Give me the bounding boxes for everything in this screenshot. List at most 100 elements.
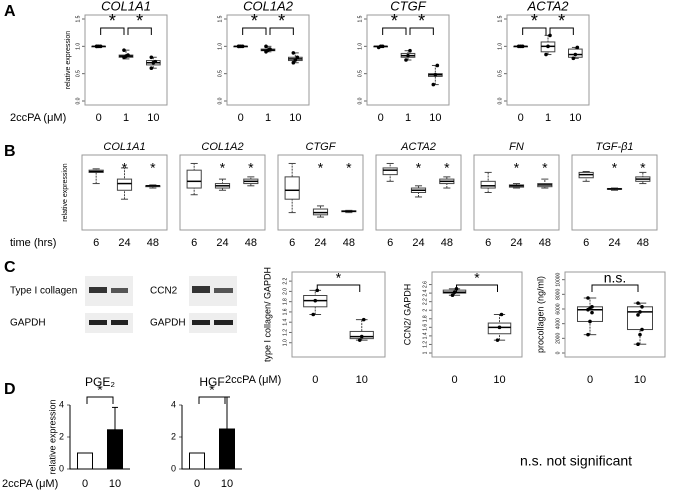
significance-label: * — [612, 160, 618, 176]
box — [116, 178, 133, 191]
y-tick-label: 1.0 — [75, 43, 81, 50]
y-axis-label: procollagen (ng/ml) — [535, 276, 545, 353]
y-tick-label: 2.0 — [282, 288, 288, 295]
significance-bracket — [549, 27, 574, 35]
y-axis-label: type I collagen/ GAPDH — [262, 267, 272, 362]
blot-band — [214, 320, 233, 325]
y-tick-label: 0.5 — [497, 70, 503, 77]
x-tick-label: 10 — [634, 374, 646, 386]
y-tick-label: 0.5 — [217, 70, 223, 77]
plot-frame — [473, 154, 560, 231]
significance-label: * — [122, 160, 128, 176]
y-tick-label: 10000 — [555, 272, 561, 286]
x-tick-label: 10 — [569, 112, 581, 124]
plot-frame — [84, 14, 168, 106]
significance-bracket — [86, 396, 114, 404]
x-tick-label: 0 — [96, 112, 102, 124]
blot-band — [214, 288, 233, 293]
significance-label: * — [248, 160, 254, 176]
significance-label: * — [336, 270, 342, 286]
y-tick-label: 1.5 — [357, 15, 363, 22]
x-tick-label: 0 — [238, 112, 244, 124]
blot-band — [192, 320, 210, 325]
y-tick-label: 1.5 — [497, 15, 503, 22]
point — [293, 58, 298, 62]
significance-bracket — [269, 27, 294, 35]
x-tick-label: 10 — [493, 374, 505, 386]
box — [480, 180, 496, 189]
significance-label: * — [418, 11, 425, 31]
x-tick-label: 1 — [545, 112, 551, 124]
x-tick-label: 0 — [587, 374, 593, 386]
x-tick-label: 6 — [387, 237, 393, 249]
panel-label: D — [4, 381, 16, 398]
plot-frame — [366, 14, 450, 106]
point — [311, 312, 316, 317]
y-tick-label: 1.8 — [422, 315, 428, 322]
y-axis-label: relative expression — [62, 163, 69, 221]
blot-label: CCN2 — [150, 286, 178, 297]
point — [636, 342, 640, 347]
x-tick-label: 1 — [405, 112, 411, 124]
y-tick-label: 0.0 — [497, 97, 503, 104]
significance-label: n.s. — [604, 270, 627, 286]
y-tick-label: 2 — [171, 431, 176, 441]
y-tick-label: 1.2 — [282, 329, 288, 336]
y-axis-label: relative expression — [47, 399, 57, 474]
y-tick-label: 6000 — [555, 303, 561, 314]
x-tick-label: 10 — [429, 112, 441, 124]
x-tick-label: 48 — [245, 237, 257, 249]
x-tick-label: 10 — [147, 112, 159, 124]
point — [94, 44, 99, 49]
point — [236, 44, 241, 49]
y-tick-label: 2000 — [555, 333, 561, 344]
significance-bracket — [127, 27, 152, 35]
significance-label: * — [542, 160, 548, 176]
significance-label: * — [209, 382, 215, 398]
significance-bracket — [382, 27, 407, 35]
significance-bracket — [591, 284, 639, 292]
x-tick-label: 0 — [378, 112, 384, 124]
point — [586, 332, 590, 337]
box — [186, 169, 202, 189]
x-axis-label: time (hrs) — [10, 237, 56, 249]
point — [153, 59, 158, 64]
blot-label: Type I collagen — [10, 286, 77, 297]
significance-label: * — [391, 11, 398, 31]
x-tick-label: 0 — [82, 478, 88, 490]
bar — [219, 428, 235, 470]
point — [638, 310, 642, 314]
x-tick-label: 0 — [451, 374, 457, 386]
point — [359, 334, 364, 339]
plot-frame — [179, 154, 266, 231]
significance-label: * — [278, 11, 285, 31]
y-tick-label: 1.0 — [217, 43, 223, 50]
significance-bracket — [242, 27, 267, 35]
x-tick-label: 10 — [109, 478, 121, 490]
y-tick-label: 1.4 — [422, 332, 428, 339]
significance-label: * — [150, 160, 156, 176]
x-tick-label: 6 — [289, 237, 295, 249]
y-tick-label: 1.6 — [422, 324, 428, 331]
chart-title: FN — [509, 141, 524, 153]
y-tick-label: 1 — [422, 351, 428, 354]
chart-title: COL1A1 — [101, 0, 151, 13]
y-axis-label: relative expression — [65, 31, 72, 89]
point — [636, 301, 640, 305]
point — [452, 290, 457, 295]
bar — [107, 429, 123, 470]
y-tick-label: 2.2 — [422, 298, 428, 305]
point — [406, 53, 410, 58]
y-tick-label: 1.8 — [282, 298, 288, 305]
point — [268, 47, 272, 51]
significance-label: * — [109, 11, 116, 31]
point — [573, 52, 578, 57]
y-tick-label: 1.6 — [282, 308, 288, 315]
point — [291, 51, 296, 55]
point — [546, 44, 550, 49]
significance-label: * — [136, 11, 143, 31]
point — [495, 338, 500, 342]
y-tick-label: 1.0 — [357, 43, 363, 50]
x-tick-label: 24 — [510, 237, 522, 249]
